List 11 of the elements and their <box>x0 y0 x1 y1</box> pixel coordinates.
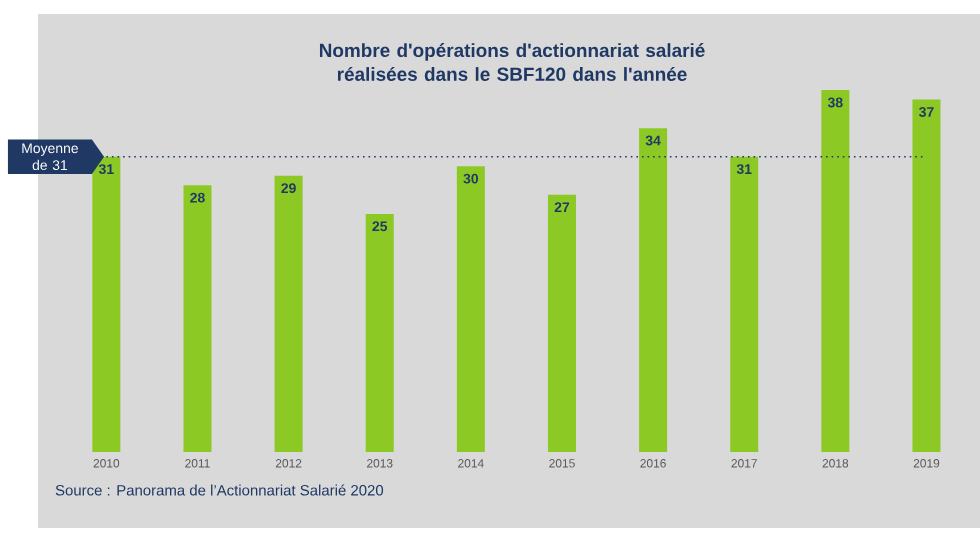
bar <box>821 90 850 452</box>
bar <box>365 213 394 452</box>
bar <box>730 156 759 452</box>
bar <box>547 194 576 452</box>
bar <box>456 166 485 452</box>
bar <box>274 175 303 452</box>
bar <box>183 185 212 452</box>
chart-title: Nombre d'opérations d'actionnariat salarié réalisées dans le SBF120 dans l'année <box>319 43 705 81</box>
bar <box>92 156 121 452</box>
bar <box>639 128 668 452</box>
bar <box>912 99 941 452</box>
